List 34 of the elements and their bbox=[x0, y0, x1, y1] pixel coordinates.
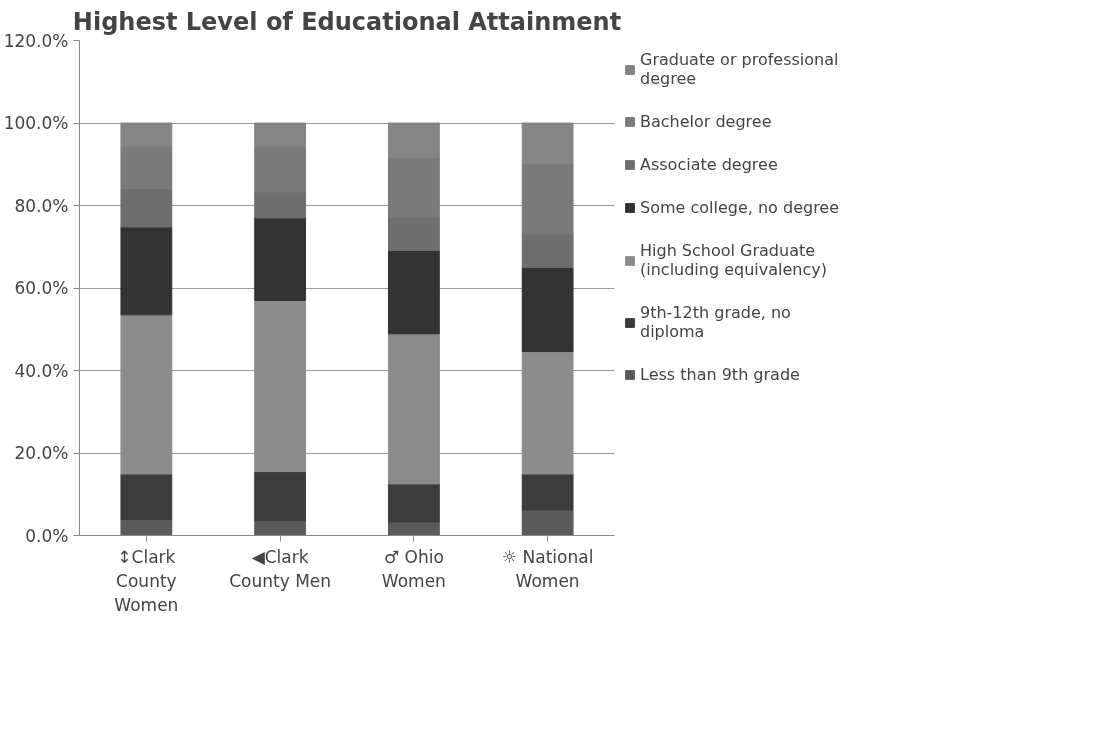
bar bbox=[120, 473, 173, 520]
legend-label: Associate degree bbox=[640, 155, 778, 174]
bar bbox=[254, 299, 307, 473]
chart-title: Highest Level of Educational Attainment bbox=[72, 7, 622, 36]
x-tick-label: ☼ National Women bbox=[501, 546, 594, 591]
y-tick-label: 0.0% bbox=[25, 525, 69, 546]
bar bbox=[387, 483, 440, 523]
bar bbox=[387, 249, 440, 335]
legend-label: Some college, no degree bbox=[640, 198, 840, 217]
y-tick-label: 60.0% bbox=[14, 278, 69, 298]
x-tick-label: ◀Clark County Men bbox=[229, 546, 332, 591]
y-tick-label: 80.0% bbox=[14, 195, 69, 216]
bar bbox=[254, 520, 307, 536]
bar bbox=[521, 509, 574, 536]
legend-label: Less than 9th grade bbox=[640, 365, 800, 384]
bar bbox=[254, 471, 307, 522]
bar bbox=[120, 226, 173, 316]
y-tick-label: 120.0% bbox=[3, 30, 69, 51]
bar bbox=[120, 314, 173, 475]
y-tick-label: 20.0% bbox=[14, 443, 69, 463]
bar bbox=[254, 217, 307, 301]
legend-label: Bachelor degree bbox=[640, 112, 772, 131]
bar bbox=[387, 333, 440, 485]
bar bbox=[521, 266, 574, 353]
bar bbox=[521, 351, 574, 475]
bar bbox=[521, 473, 574, 511]
x-tick-label: ↕Clark County Women bbox=[114, 546, 179, 615]
x-tick-label: ♂ Ohio Women bbox=[381, 546, 446, 591]
legend-label: 9th-12th grade, no diploma bbox=[640, 303, 791, 341]
legend-label: Graduate or professional degree bbox=[640, 50, 839, 88]
y-tick-label: 40.0% bbox=[14, 360, 69, 381]
legend-label: High School Graduate (including equivalency) bbox=[640, 241, 827, 279]
bar bbox=[120, 518, 173, 536]
y-tick-label: 100.0% bbox=[3, 113, 69, 133]
